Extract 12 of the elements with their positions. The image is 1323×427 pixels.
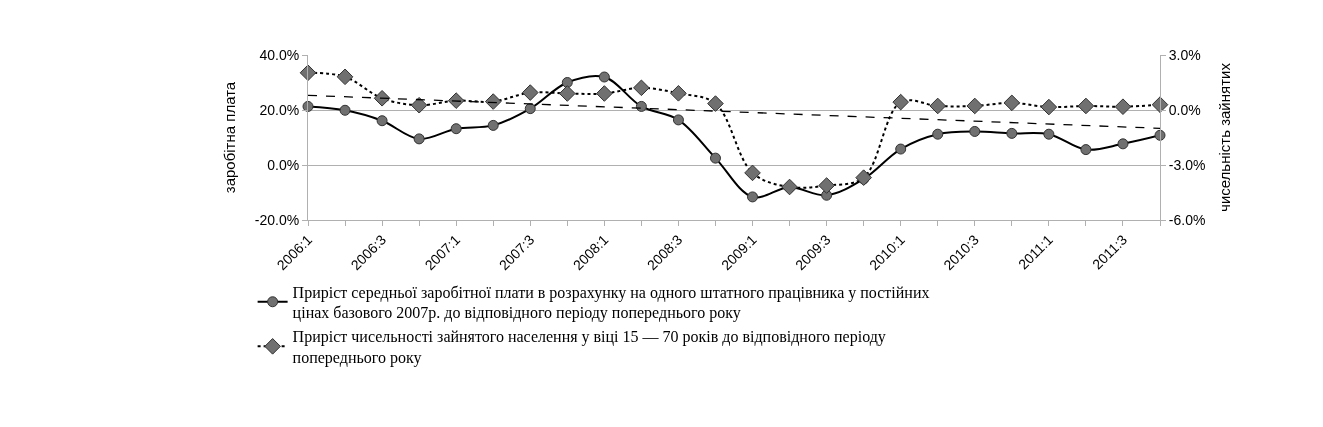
y2-tick-label: 0.0% (1168, 101, 1201, 118)
legend-label: Приріст чисельності зайнятого населення у віці 15 — 70 років до відповідного періоду попереднього року (292, 328, 886, 367)
y2-tick-label: 3.0% (1168, 46, 1201, 63)
y-tick-label: 0.0% (267, 156, 300, 173)
y2-tick-label: -3.0% (1168, 156, 1206, 173)
y-tick-label: 40.0% (259, 46, 300, 63)
y-tick-label: -20.0% (254, 211, 300, 228)
y-axis-title: заробітна плата (221, 81, 239, 194)
y2-tick-label: -6.0% (1168, 211, 1206, 228)
y2-axis-title: чисельність зайнятих (1216, 62, 1234, 212)
legend-label: Приріст середньої заробітної плати в розрахунку на одного штатного працівника у постійних цінах базового 2007р. до відповідного періоду попереднього року (292, 283, 930, 323)
y-tick-label: 20.0% (259, 101, 300, 118)
